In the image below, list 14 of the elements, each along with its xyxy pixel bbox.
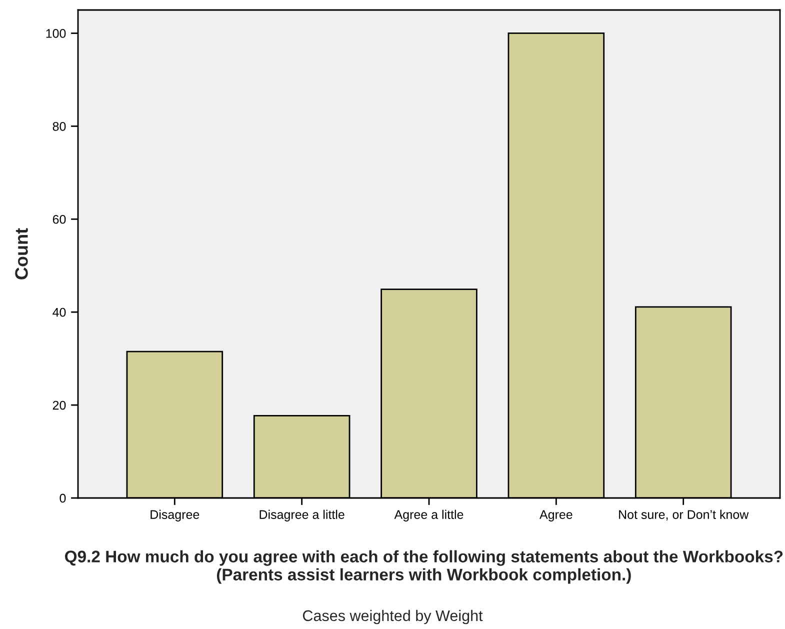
x-tick-label: Agree a little <box>394 510 464 522</box>
text: Cases weighted by Weight <box>302 610 483 624</box>
y-tick-label: 60 <box>52 214 66 224</box>
y-tick-label: 20 <box>52 400 66 410</box>
x-tick-label: Not sure, or Don’t know <box>619 510 749 520</box>
y-tick-label: 40 <box>52 308 66 317</box>
y-axis-title: Count <box>15 228 28 280</box>
x-tick-label: Disagree a little <box>260 510 344 522</box>
x-tick-label: Agree <box>540 510 572 522</box>
y-tick-label: 80 <box>52 122 66 131</box>
y-tick-label: 0 <box>60 494 66 503</box>
x-tick-label: Disagree <box>150 510 200 522</box>
x-axis-title: Q9.2 How much do you agree with each of the following statements about the Workbooks? (Parents assist learners with Workbook completion.) <box>65 550 783 584</box>
y-tick-label: 100 <box>46 29 66 38</box>
